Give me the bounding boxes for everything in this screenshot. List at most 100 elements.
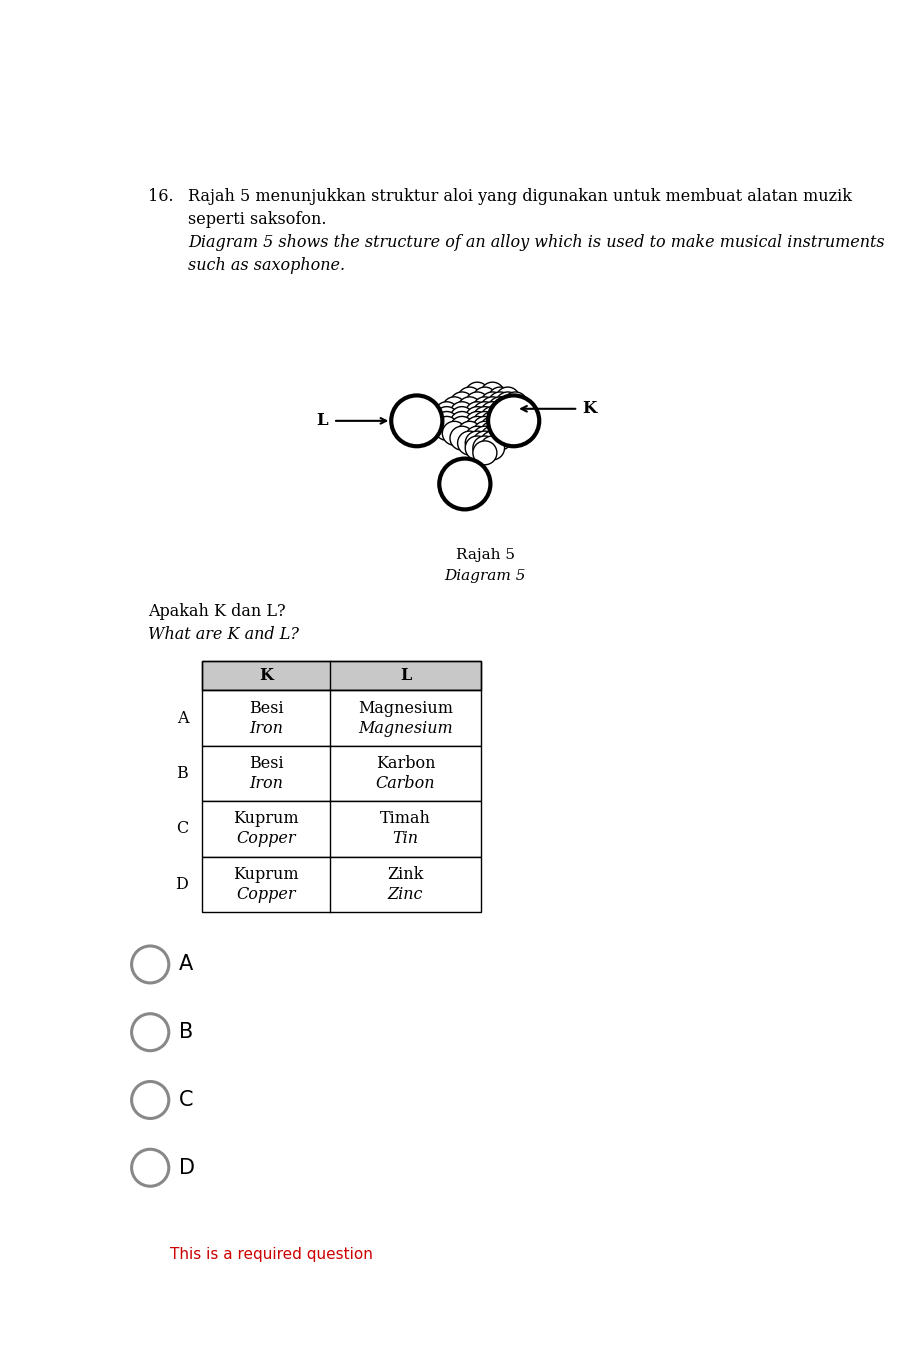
Circle shape bbox=[457, 397, 481, 420]
Text: C: C bbox=[176, 820, 188, 838]
Circle shape bbox=[503, 392, 526, 416]
Text: Tin: Tin bbox=[392, 831, 418, 847]
Text: Zink: Zink bbox=[387, 866, 424, 882]
Circle shape bbox=[488, 397, 512, 420]
Text: D: D bbox=[179, 1158, 195, 1178]
Circle shape bbox=[480, 382, 504, 407]
Circle shape bbox=[465, 407, 489, 431]
Circle shape bbox=[503, 401, 526, 426]
Text: Rajah 5 menunjukkan struktur aloi yang digunakan untuk membuat alatan muzik: Rajah 5 menunjukkan struktur aloi yang d… bbox=[188, 188, 852, 204]
Circle shape bbox=[472, 416, 497, 440]
Circle shape bbox=[434, 407, 458, 431]
Text: D: D bbox=[175, 875, 188, 893]
Bar bbox=[202, 690, 480, 746]
Circle shape bbox=[465, 412, 489, 435]
Circle shape bbox=[472, 440, 497, 465]
Circle shape bbox=[480, 412, 504, 435]
Text: Diagram 5 shows the structure of an alloy which is used to make musical instrume: Diagram 5 shows the structure of an allo… bbox=[188, 234, 884, 251]
Text: Diagram 5: Diagram 5 bbox=[443, 570, 526, 584]
Text: such as saxophone.: such as saxophone. bbox=[188, 257, 345, 274]
Circle shape bbox=[472, 407, 497, 431]
Circle shape bbox=[457, 388, 481, 411]
Text: L: L bbox=[316, 412, 327, 430]
Circle shape bbox=[488, 401, 512, 426]
Circle shape bbox=[495, 388, 519, 411]
Text: B: B bbox=[179, 1023, 193, 1042]
Circle shape bbox=[503, 397, 526, 420]
Circle shape bbox=[495, 412, 519, 435]
Circle shape bbox=[465, 401, 489, 426]
Circle shape bbox=[465, 392, 489, 416]
Circle shape bbox=[472, 422, 497, 446]
Text: A: A bbox=[179, 954, 193, 974]
Bar bbox=[202, 661, 480, 690]
Text: !: ! bbox=[144, 1247, 151, 1262]
Text: Kuprum: Kuprum bbox=[233, 866, 299, 882]
Text: Copper: Copper bbox=[236, 886, 295, 902]
Circle shape bbox=[472, 388, 497, 411]
Circle shape bbox=[442, 422, 466, 446]
Circle shape bbox=[480, 397, 504, 420]
Circle shape bbox=[135, 1242, 161, 1267]
Circle shape bbox=[450, 426, 473, 450]
Circle shape bbox=[480, 392, 504, 416]
Circle shape bbox=[465, 416, 489, 440]
Text: Zinc: Zinc bbox=[387, 886, 423, 902]
Circle shape bbox=[488, 416, 512, 440]
Circle shape bbox=[495, 397, 519, 420]
Bar bbox=[202, 857, 480, 912]
Circle shape bbox=[465, 436, 489, 459]
Circle shape bbox=[480, 426, 504, 450]
Circle shape bbox=[495, 416, 519, 440]
Text: What are K and L?: What are K and L? bbox=[148, 627, 299, 643]
Circle shape bbox=[434, 416, 458, 440]
Circle shape bbox=[488, 422, 512, 446]
Text: Rajah 5: Rajah 5 bbox=[455, 549, 514, 562]
Text: Iron: Iron bbox=[249, 775, 283, 792]
Circle shape bbox=[480, 436, 504, 459]
Circle shape bbox=[480, 431, 504, 455]
Circle shape bbox=[450, 407, 473, 431]
Text: Timah: Timah bbox=[379, 811, 431, 827]
Text: This is a required question: This is a required question bbox=[170, 1247, 373, 1262]
Circle shape bbox=[465, 382, 489, 407]
Text: K: K bbox=[582, 400, 596, 417]
Circle shape bbox=[488, 426, 512, 450]
Circle shape bbox=[488, 412, 512, 435]
Text: Copper: Copper bbox=[236, 831, 295, 847]
Text: A: A bbox=[176, 709, 188, 727]
Text: Besi: Besi bbox=[248, 700, 283, 716]
Circle shape bbox=[480, 401, 504, 426]
Circle shape bbox=[434, 401, 458, 426]
Circle shape bbox=[457, 431, 481, 455]
Circle shape bbox=[495, 401, 519, 426]
Text: Karbon: Karbon bbox=[376, 755, 435, 771]
Bar bbox=[202, 661, 480, 690]
Circle shape bbox=[480, 416, 504, 440]
Circle shape bbox=[434, 412, 458, 435]
Circle shape bbox=[465, 426, 489, 450]
Circle shape bbox=[472, 436, 497, 459]
Text: K: K bbox=[259, 667, 273, 684]
Text: 16.: 16. bbox=[148, 188, 173, 204]
Circle shape bbox=[442, 397, 466, 420]
Circle shape bbox=[495, 407, 519, 431]
Circle shape bbox=[488, 388, 512, 411]
Circle shape bbox=[503, 412, 526, 435]
Text: Kuprum: Kuprum bbox=[233, 811, 299, 827]
Text: Besi: Besi bbox=[248, 755, 283, 771]
Circle shape bbox=[488, 396, 539, 446]
Text: B: B bbox=[176, 765, 188, 782]
Text: Carbon: Carbon bbox=[376, 775, 435, 792]
Bar bbox=[202, 801, 480, 857]
Circle shape bbox=[488, 392, 512, 416]
Circle shape bbox=[450, 392, 473, 416]
Circle shape bbox=[472, 426, 497, 450]
Circle shape bbox=[488, 407, 512, 431]
Text: Magnesium: Magnesium bbox=[358, 720, 452, 736]
Text: Apakah K dan L?: Apakah K dan L? bbox=[148, 604, 285, 620]
Circle shape bbox=[450, 401, 473, 426]
Circle shape bbox=[457, 422, 481, 446]
Text: Magnesium: Magnesium bbox=[358, 700, 452, 716]
Text: C: C bbox=[179, 1090, 193, 1111]
